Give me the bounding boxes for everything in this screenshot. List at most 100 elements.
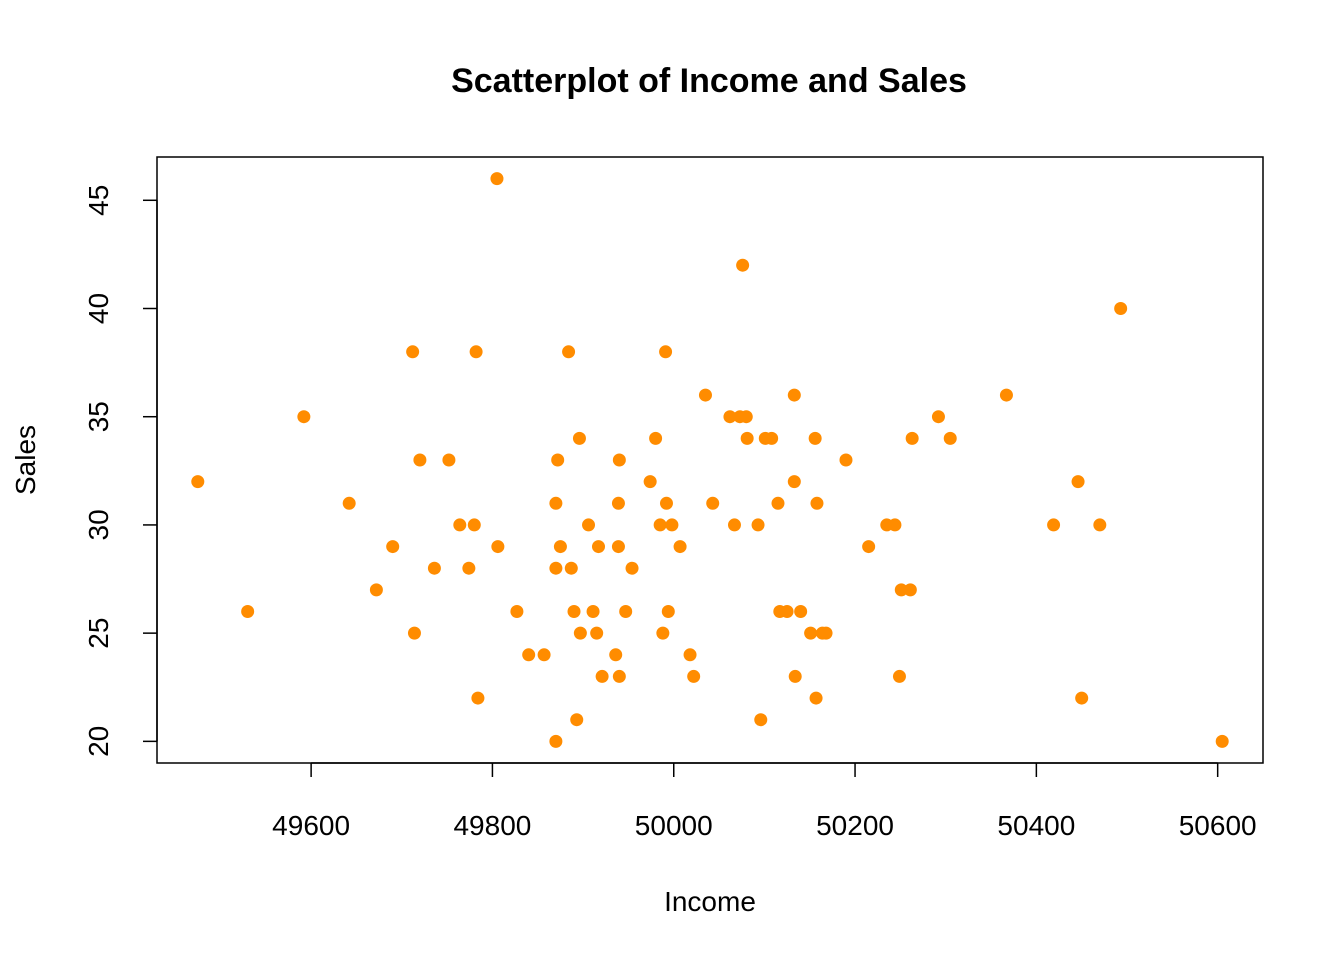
data-point	[1093, 518, 1107, 532]
x-tick-label: 50000	[635, 810, 713, 841]
data-point	[342, 496, 356, 510]
data-point	[573, 626, 587, 640]
data-point	[611, 540, 625, 554]
data-point	[740, 431, 754, 445]
x-tick-label: 50400	[997, 810, 1075, 841]
data-point	[661, 605, 675, 618]
data-point	[1047, 518, 1061, 532]
data-point	[467, 518, 481, 532]
data-point	[780, 605, 794, 618]
data-point	[241, 605, 255, 618]
data-point	[522, 648, 536, 662]
data-point	[1114, 302, 1128, 315]
data-point	[659, 345, 673, 359]
data-point	[643, 475, 657, 489]
data-point	[590, 626, 604, 640]
x-tick-label: 49600	[272, 810, 350, 841]
chart-title: Scatterplot of Income and Sales	[451, 62, 967, 100]
data-point	[611, 496, 625, 510]
y-axis-label: Sales	[10, 425, 41, 495]
data-point	[839, 453, 853, 467]
data-point	[572, 431, 586, 445]
data-point	[687, 669, 701, 683]
data-point	[943, 431, 957, 445]
data-point	[462, 561, 476, 575]
y-tick-label: 45	[83, 185, 114, 216]
data-point	[683, 648, 697, 662]
data-point	[510, 605, 524, 618]
y-tick-label: 30	[83, 509, 114, 540]
data-point	[892, 669, 906, 683]
y-tick-label: 25	[83, 618, 114, 649]
data-point	[808, 431, 822, 445]
data-point	[1075, 691, 1089, 705]
data-point	[567, 605, 581, 618]
data-point	[698, 388, 712, 402]
data-point	[191, 475, 205, 489]
data-point	[619, 605, 633, 618]
y-tick-label: 40	[83, 293, 114, 324]
data-point	[570, 713, 584, 727]
data-point	[471, 691, 485, 705]
data-point	[549, 561, 563, 575]
data-point	[609, 648, 623, 662]
data-point	[586, 605, 600, 618]
data-point	[625, 561, 639, 575]
x-tick-label: 50200	[816, 810, 894, 841]
data-point	[819, 626, 833, 640]
data-point	[765, 431, 779, 445]
data-point	[469, 345, 483, 359]
data-point	[386, 540, 400, 554]
x-axis: 49600 49800 50000 50200 50400 50600	[272, 762, 1257, 841]
data-point	[612, 453, 626, 467]
data-point	[810, 496, 824, 510]
data-point	[453, 518, 467, 532]
data-point	[649, 431, 663, 445]
data-point	[442, 453, 456, 467]
data-point	[673, 540, 687, 554]
data-point	[665, 518, 679, 532]
data-point	[406, 345, 420, 359]
data-point	[787, 388, 801, 402]
data-point	[787, 475, 801, 489]
x-axis-label: Income	[664, 886, 756, 917]
data-point	[788, 669, 802, 683]
data-point	[407, 626, 421, 640]
data-point	[809, 691, 823, 705]
data-point	[564, 561, 578, 575]
plot-frame	[156, 156, 1264, 764]
data-point	[754, 713, 768, 727]
data-point	[297, 410, 311, 424]
y-tick-label: 35	[83, 401, 114, 432]
data-point	[549, 496, 563, 510]
data-point	[794, 605, 808, 618]
data-point	[931, 410, 945, 424]
data-point	[491, 540, 505, 554]
data-point	[804, 626, 818, 640]
x-tick-label: 49800	[453, 810, 531, 841]
data-point	[582, 518, 596, 532]
data-point	[1071, 475, 1085, 489]
data-point	[905, 431, 919, 445]
data-point	[427, 561, 441, 575]
data-points	[191, 172, 1229, 748]
y-tick-label: 20	[83, 726, 114, 757]
data-point	[549, 734, 563, 748]
data-point	[894, 583, 908, 597]
data-point	[903, 583, 917, 597]
data-point	[612, 669, 626, 683]
data-point	[1215, 734, 1229, 748]
data-point	[653, 518, 667, 532]
data-point	[771, 496, 785, 510]
data-point	[656, 626, 670, 640]
data-point	[751, 518, 765, 532]
x-tick-label: 50600	[1179, 810, 1257, 841]
data-point	[999, 388, 1013, 402]
data-point	[595, 669, 609, 683]
data-point	[659, 496, 673, 510]
data-point	[413, 453, 427, 467]
data-point	[551, 453, 565, 467]
data-point	[862, 540, 876, 554]
data-point	[727, 518, 741, 532]
